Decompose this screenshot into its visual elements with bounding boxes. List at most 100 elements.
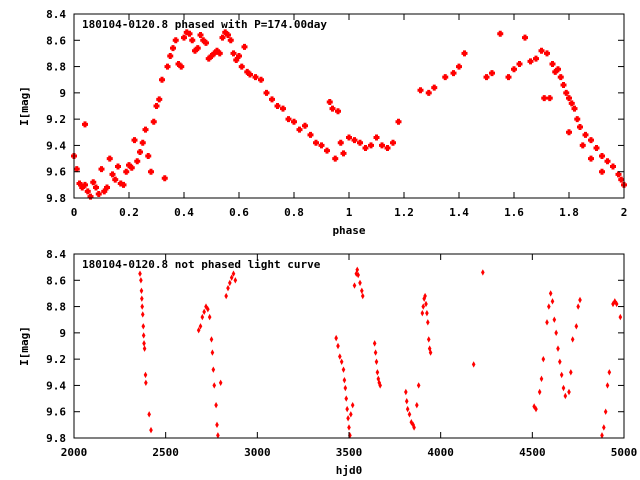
data-point [263,89,270,96]
data-point [229,274,234,281]
data-point [569,369,573,376]
data-point [560,81,567,88]
data-point [561,384,566,392]
data-point [357,139,363,146]
data-point [404,398,409,405]
data-point [194,45,201,52]
data-point [352,282,357,289]
data-point [233,277,238,284]
data-point [238,63,245,70]
data-point [574,323,579,330]
y-tick-label: 9.4 [46,379,66,392]
y-tick-label: 8.8 [46,61,66,74]
data-point [395,118,402,125]
x-tick-label: 1.4 [449,206,469,219]
data-point [350,401,355,409]
data-point [618,313,623,321]
phased-light-curve-plot: 0 0.2 0.4 0.6 0.8 1 1.2 1.4 1.6 1.8 2 8.4 8.6 8.8 9 9.… [18,8,627,237]
data-point [579,142,586,149]
data-point [552,316,557,323]
data-point [538,47,545,54]
data-point [218,379,223,386]
data-point [442,74,449,81]
x-tick-label: 2000 [61,446,88,459]
data-point [148,168,154,175]
data-point [172,37,179,44]
data-point [372,340,377,347]
data-point [558,358,562,365]
data-point [412,424,416,431]
data-point [373,134,380,141]
phased-data-points [71,29,627,200]
data-point [98,166,105,173]
data-point [128,164,135,171]
data-point [379,142,385,149]
data-point [143,371,148,379]
x-tick-label: 1.8 [559,206,579,219]
y-tick-label: 8.6 [46,274,66,287]
raw-x-axis-label: hjd0 [336,464,363,477]
x-tick-label: 0.2 [119,206,139,219]
data-point [534,405,538,413]
data-point [505,74,512,81]
data-point [159,76,165,83]
data-point [345,405,349,413]
data-point [230,50,237,57]
x-tick-label: 2500 [152,446,179,459]
data-point [202,308,206,316]
data-point [567,388,571,396]
data-point [425,89,432,96]
data-point [252,74,259,81]
data-point [425,309,429,317]
data-point [219,34,226,41]
data-point [216,50,223,57]
data-point [607,369,612,376]
data-point [84,188,91,195]
x-tick-label: 3000 [244,446,271,459]
data-point [548,290,553,297]
data-point [209,336,214,343]
phased-x-axis-label: phase [332,224,365,237]
data-point [82,181,88,188]
x-tick-label: 1.6 [504,206,524,219]
data-point [206,306,210,313]
data-point [522,34,528,41]
data-point [516,60,523,67]
data-point [324,147,330,154]
y-tick-label: 9.4 [46,139,66,152]
data-point [134,158,141,165]
data-point [614,300,619,308]
data-point [390,139,396,146]
data-point [346,134,352,141]
data-point [582,131,589,138]
data-point [216,432,220,439]
x-tick-label: 2 [621,206,628,219]
data-point [93,184,99,191]
data-point [90,179,97,186]
data-point [604,158,611,165]
data-point [456,63,462,70]
data-point [139,287,144,294]
data-point [197,32,204,39]
data-point [416,382,421,389]
data-point [541,95,548,102]
data-point [139,139,146,146]
phased-plot-title: 180104-0120.8 phased with P=174.00day [82,18,327,31]
data-point [336,342,340,350]
data-point [544,50,550,57]
data-point [568,100,575,107]
data-point [178,63,185,70]
data-point [302,122,308,129]
data-point [611,300,615,308]
data-point [337,139,344,146]
data-point [404,388,408,396]
data-point [373,349,378,356]
data-point [541,355,546,363]
data-point [351,137,358,144]
data-point [215,421,219,429]
data-point [384,145,391,152]
x-tick-label: 5000 [611,446,638,459]
data-point [147,411,151,418]
data-point [420,309,425,317]
phased-y-axis-label: I[mag] [18,86,31,126]
